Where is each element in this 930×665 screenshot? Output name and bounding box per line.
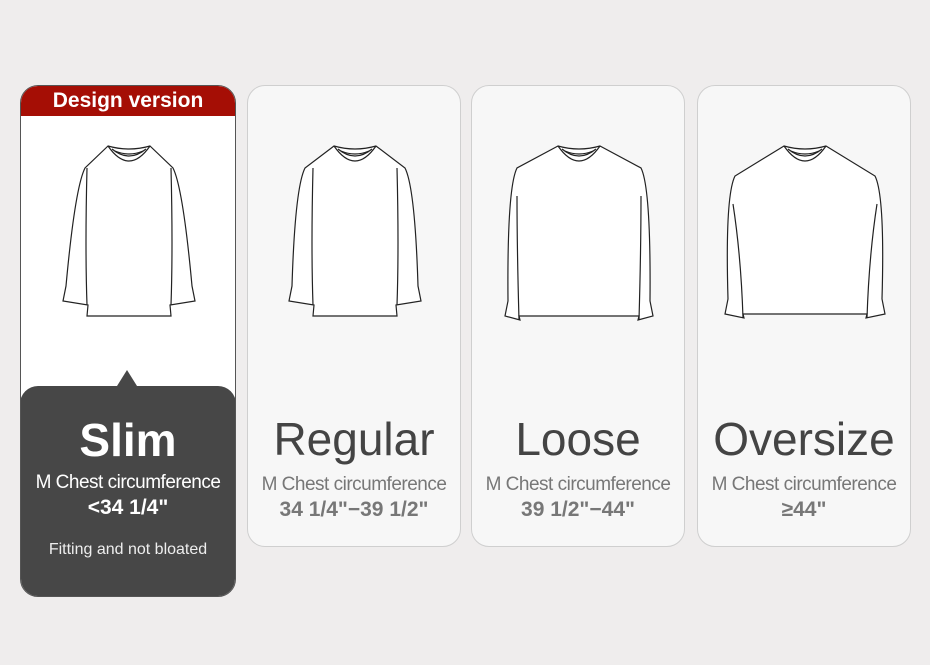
chest-range: ≥44" (781, 498, 827, 521)
shirt-outline (504, 145, 654, 321)
chest-label: M Chest circumference (35, 472, 221, 493)
shirt-detail (333, 145, 377, 162)
fit-card-oversize[interactable]: Oversize M Chest circumference ≥44" (697, 85, 911, 547)
shirt-detail (787, 148, 823, 157)
shirt-detail (311, 167, 314, 306)
shirt-detail (732, 203, 744, 319)
shirt-detail (114, 150, 144, 155)
chest-label: M Chest circumference (261, 474, 447, 495)
shirt-detail (557, 145, 601, 162)
chest-label: M Chest circumference (711, 474, 897, 495)
shirt-detail (396, 167, 399, 306)
shirt-outline (62, 145, 196, 317)
chest-label: M Chest circumference (485, 474, 671, 495)
fit-title: Oversize (713, 413, 895, 465)
shirt-detail (85, 167, 88, 306)
fit-title: Loose (515, 413, 641, 465)
fit-title: Slim (79, 414, 177, 466)
loose-long-sleeve-shirt-icon (504, 145, 654, 321)
shirt-detail (638, 195, 642, 321)
shirt-detail (783, 145, 827, 162)
chest-range: 34 1/4"−39 1/2" (279, 498, 429, 521)
shirt-detail (111, 148, 147, 157)
shirt-detail (170, 167, 173, 306)
regular-long-sleeve-shirt-icon (288, 145, 422, 317)
oversize-long-sleeve-shirt-icon (724, 145, 886, 319)
shirt-detail (340, 150, 370, 155)
selected-fit-panel: Slim M Chest circumference <34 1/4" Fitt… (21, 370, 235, 596)
chest-range: <34 1/4" (87, 496, 169, 519)
fit-card-regular[interactable]: Regular M Chest circumference 34 1/4"−39… (247, 85, 461, 547)
shirt-detail (337, 148, 373, 157)
fit-title: Regular (273, 413, 435, 465)
fit-card-slim[interactable]: Design version Slim M Chest circumferenc… (20, 85, 236, 597)
pointer-triangle (117, 370, 137, 386)
shirt-outline (288, 145, 422, 317)
shirt-detail (790, 150, 820, 155)
shirt-outline (724, 145, 886, 319)
slim-long-sleeve-shirt-icon (62, 145, 196, 317)
design-version-badge: Design version (21, 86, 235, 116)
shirt-detail (107, 145, 151, 162)
shirt-detail (564, 150, 594, 155)
chest-range: 39 1/2"−44" (521, 498, 635, 521)
shirt-detail (516, 195, 520, 321)
fit-card-loose[interactable]: Loose M Chest circumference 39 1/2"−44" (471, 85, 685, 547)
shirt-detail (561, 148, 597, 157)
fit-note: Fitting and not bloated (48, 541, 208, 558)
shirt-detail (866, 203, 878, 319)
